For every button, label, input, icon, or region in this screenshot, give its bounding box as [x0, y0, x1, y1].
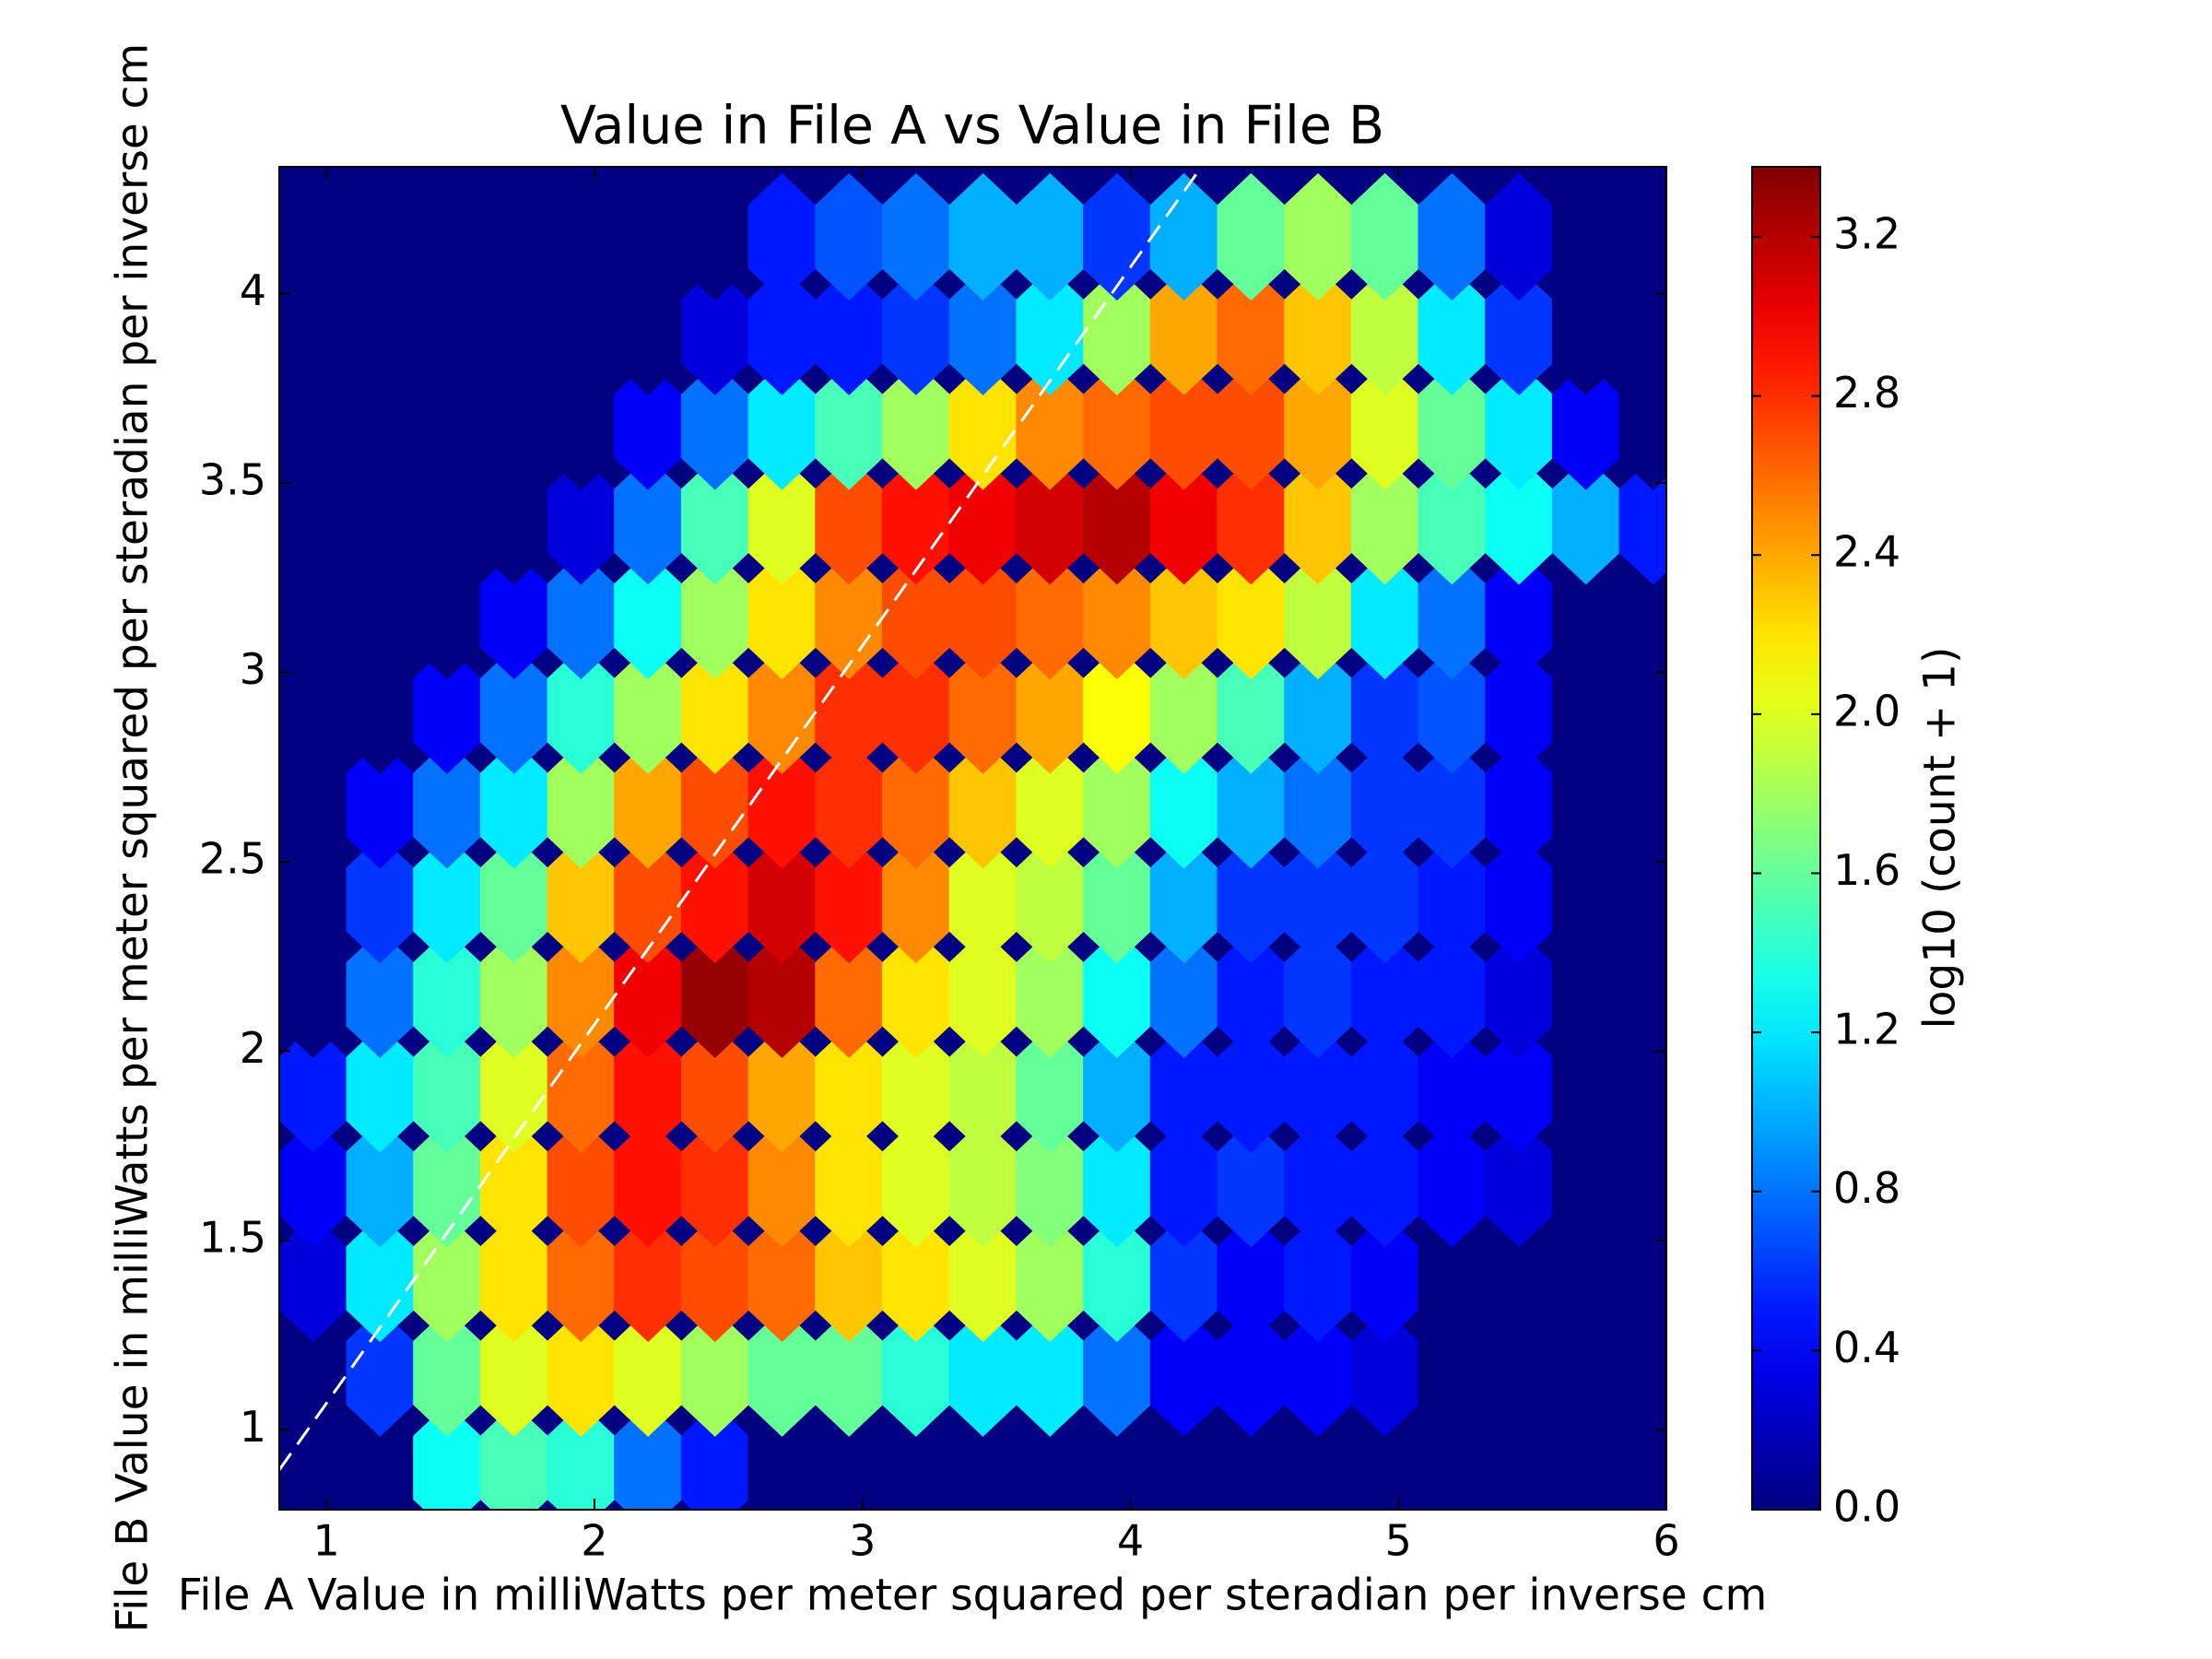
x-tick-label: 4	[1117, 1516, 1144, 1566]
x-axis-label: File A Value in milliWatts per meter squ…	[178, 1571, 1768, 1621]
hex-cell	[1618, 551, 1666, 680]
x-tick-label: 3	[849, 1516, 876, 1566]
hex-cell	[1618, 1309, 1666, 1437]
chart-title: Value in File A vs Value in File B	[560, 96, 1384, 157]
x-tick-label: 5	[1385, 1516, 1412, 1566]
hex-cell	[1618, 172, 1666, 301]
y-tick-label: 3	[240, 644, 266, 694]
hex-cell	[1618, 457, 1666, 585]
colorbar-tick-label: 0.4	[1833, 1323, 1900, 1372]
x-tick-label: 2	[581, 1516, 607, 1566]
hexbin-layer	[279, 172, 1666, 1510]
colorbar-tick-label: 1.2	[1833, 1005, 1900, 1054]
colorbar	[1751, 166, 1821, 1511]
hex-cell	[1618, 646, 1666, 774]
y-tick-label: 1	[240, 1402, 266, 1452]
reference-line	[279, 167, 1203, 1471]
hex-cell	[1618, 1214, 1666, 1343]
hex-cell	[1618, 930, 1666, 1058]
y-tick-label: 3.5	[199, 455, 266, 505]
hex-cell	[1618, 741, 1666, 869]
plot-frame	[278, 166, 1667, 1511]
colorbar-tick-label: 0.8	[1833, 1163, 1900, 1213]
reference-layer	[279, 167, 1203, 1471]
hex-cell	[1618, 835, 1666, 964]
colorbar-label: log10 (count + 1)	[1915, 647, 1966, 1030]
x-tick-label: 1	[313, 1516, 340, 1566]
y-tick-label: 2.5	[199, 833, 266, 883]
hex-cell	[1618, 267, 1666, 395]
x-tick-label: 6	[1653, 1516, 1679, 1566]
colorbar-tick-label: 3.2	[1833, 208, 1900, 258]
hex-cell	[1618, 362, 1666, 490]
colorbar-tick-label: 2.4	[1833, 527, 1900, 577]
colorbar-tick-label: 1.6	[1833, 845, 1900, 895]
y-tick-label: 2	[240, 1023, 266, 1073]
y-tick-label: 1.5	[199, 1212, 266, 1262]
y-tick-label: 4	[240, 265, 266, 315]
y-axis-label: File B Value in milliWatts per meter squ…	[108, 43, 159, 1633]
hex-cell	[1618, 1120, 1666, 1248]
colorbar-tick-label: 0.0	[1833, 1482, 1900, 1532]
colorbar-tick-label: 2.0	[1833, 686, 1900, 735]
colorbar-tick-label: 2.8	[1833, 368, 1900, 418]
hex-cell	[1618, 1025, 1666, 1153]
